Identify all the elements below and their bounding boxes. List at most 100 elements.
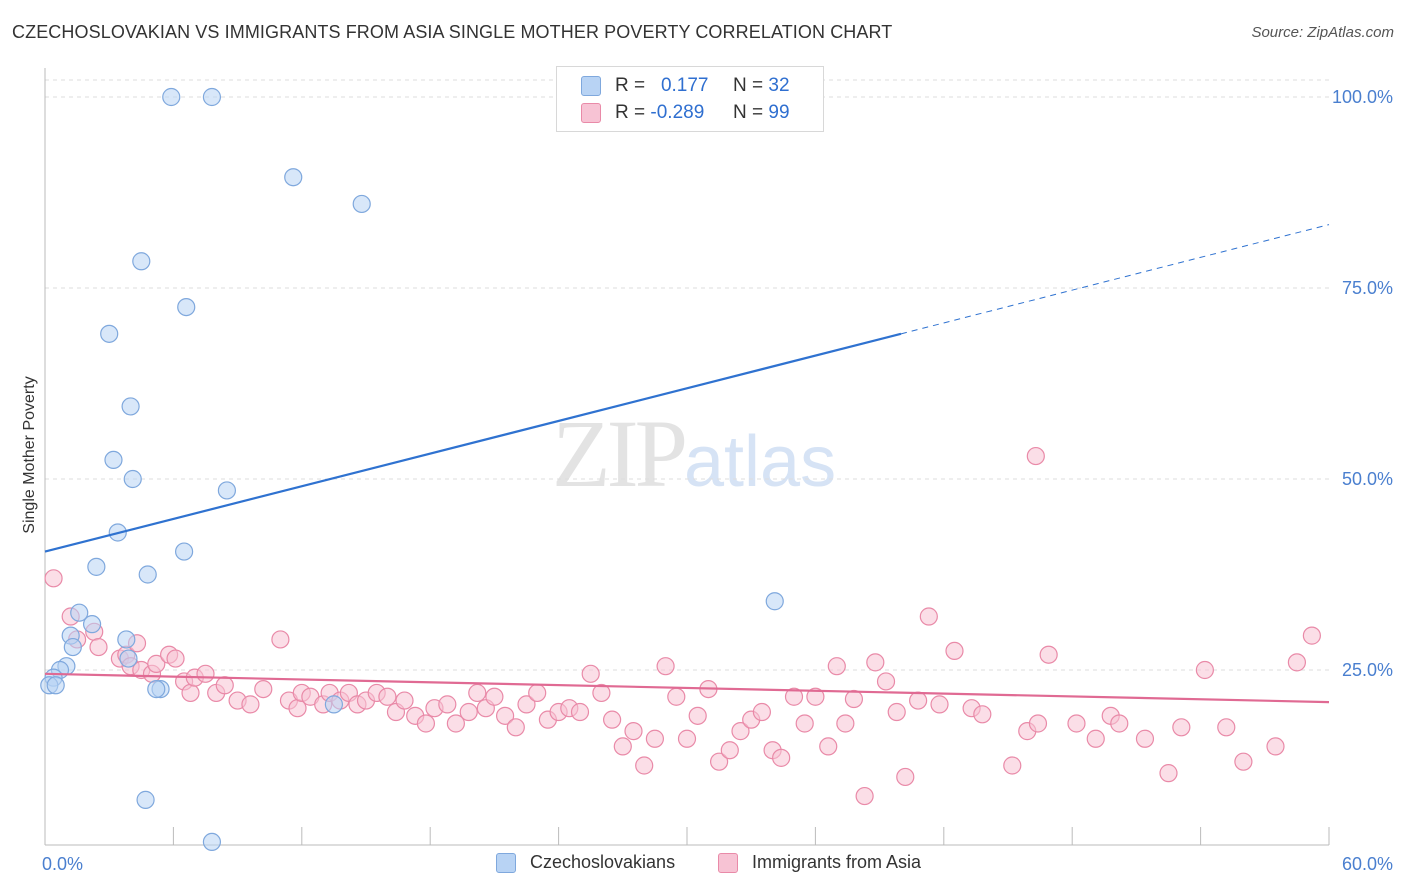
- data-point: [909, 691, 928, 710]
- data-point: [63, 637, 82, 657]
- series-immigrants-from-asia: [44, 446, 1321, 806]
- data-point: [202, 832, 222, 852]
- data-point: [162, 87, 181, 107]
- data-point: [844, 689, 864, 709]
- correlation-legend: R = 0.177 N = 32 R = -0.289 N = 99: [556, 66, 824, 132]
- data-point: [1003, 756, 1022, 775]
- axes: [44, 68, 1330, 846]
- trend-line-immigrants-from-asia: [44, 672, 1330, 704]
- data-point: [138, 565, 157, 584]
- data-point: [1234, 752, 1253, 771]
- legend-n-label: N =: [733, 75, 764, 96]
- data-point: [1217, 718, 1236, 737]
- data-point: [819, 737, 838, 756]
- data-point: [624, 722, 643, 741]
- data-point: [806, 687, 825, 706]
- data-point: [446, 714, 465, 733]
- legend-swatch-blue: [581, 76, 601, 96]
- legend-n-label: N =: [733, 102, 764, 123]
- x-tick-label: 60.0%: [1342, 854, 1393, 874]
- data-point: [271, 630, 290, 649]
- data-point: [772, 748, 791, 767]
- data-point: [635, 756, 654, 775]
- data-point: [795, 714, 814, 733]
- series-czechoslovakians: [40, 87, 784, 852]
- data-point: [1110, 714, 1129, 733]
- data-point: [70, 603, 89, 622]
- data-point: [1026, 446, 1045, 466]
- data-point: [752, 702, 772, 722]
- data-point: [581, 664, 600, 683]
- data-point: [973, 705, 992, 724]
- data-point: [1195, 660, 1214, 680]
- data-point: [1039, 645, 1058, 664]
- data-point: [836, 714, 855, 733]
- data-point: [592, 683, 611, 703]
- data-point: [378, 687, 397, 706]
- data-point: [720, 741, 739, 760]
- data-point: [119, 649, 138, 668]
- data-point: [517, 695, 536, 714]
- legend-row-immigrants-from-asia: R = -0.289 N = 99: [581, 100, 790, 126]
- data-point: [117, 630, 136, 649]
- data-point: [945, 641, 964, 661]
- y-tick-label: 75.0%: [1342, 278, 1393, 298]
- data-point: [166, 649, 185, 668]
- data-point: [352, 194, 371, 214]
- x-tick-label: 0.0%: [42, 854, 83, 874]
- data-point: [677, 729, 697, 748]
- data-point: [656, 657, 675, 676]
- data-point: [528, 683, 547, 703]
- chart-title: CZECHOSLOVAKIAN VS IMMIGRANTS FROM ASIA …: [12, 22, 893, 42]
- data-point: [215, 676, 234, 695]
- data-point: [1287, 653, 1307, 672]
- trend-line-czechoslovakians-extension: [900, 224, 1330, 335]
- data-point: [709, 752, 729, 771]
- data-point: [688, 706, 707, 725]
- y-tick-label: 100.0%: [1332, 87, 1393, 107]
- data-point: [896, 767, 915, 787]
- tick-labels: 25.0% 50.0% 75.0% 100.0% 0.0% 60.0%: [42, 87, 1393, 874]
- data-point: [177, 298, 196, 317]
- data-point: [570, 702, 590, 722]
- data-point: [46, 676, 65, 695]
- data-point: [89, 637, 108, 657]
- data-point: [765, 592, 784, 611]
- data-point: [147, 679, 166, 699]
- data-point: [613, 737, 632, 756]
- data-point: [784, 687, 804, 706]
- data-point: [416, 714, 436, 733]
- data-point: [147, 654, 166, 673]
- watermark: ZIPatlas: [552, 398, 836, 509]
- legend-item-czechoslovakians: Czechoslovakians: [496, 852, 675, 873]
- y-tick-label: 25.0%: [1342, 660, 1393, 680]
- data-point: [202, 87, 222, 107]
- legend-label: Czechoslovakians: [530, 852, 676, 872]
- data-point: [87, 557, 106, 576]
- legend-label: Immigrants from Asia: [752, 852, 922, 872]
- data-point: [136, 790, 155, 809]
- data-point: [132, 252, 151, 271]
- data-point: [876, 672, 896, 691]
- data-point: [731, 722, 750, 741]
- source-label: Source: ZipAtlas.com: [1251, 24, 1394, 41]
- trend-line-czechoslovakians: [44, 332, 902, 553]
- legend-r-label: R =: [615, 75, 646, 96]
- data-point: [395, 691, 414, 710]
- data-point: [496, 706, 515, 725]
- grid: [45, 79, 1329, 671]
- data-point: [284, 168, 303, 187]
- legend-n-value: 32: [768, 75, 790, 96]
- data-point: [121, 397, 140, 416]
- data-point: [855, 786, 874, 806]
- trend-lines: [44, 224, 1330, 704]
- data-point: [506, 718, 525, 737]
- y-tick-label: 50.0%: [1342, 469, 1393, 489]
- legend-r-value: -0.289: [650, 102, 705, 123]
- data-point: [930, 695, 949, 714]
- data-point: [645, 729, 665, 748]
- legend-r-label: R =: [615, 102, 646, 123]
- data-point: [602, 710, 622, 729]
- legend-swatch-pink: [718, 852, 738, 873]
